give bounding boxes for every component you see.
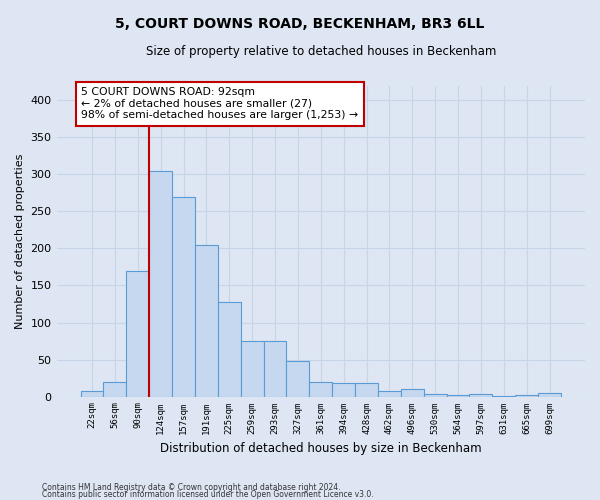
Bar [172, 196, 195, 396]
Bar [195, 245, 218, 396]
Bar [424, 394, 446, 396]
Bar [446, 395, 469, 396]
Title: Size of property relative to detached houses in Beckenham: Size of property relative to detached ho… [146, 45, 496, 58]
Bar [218, 302, 241, 396]
Bar [332, 383, 355, 396]
X-axis label: Distribution of detached houses by size in Beckenham: Distribution of detached houses by size … [160, 442, 482, 455]
Bar [401, 389, 424, 396]
Y-axis label: Number of detached properties: Number of detached properties [15, 154, 25, 328]
Bar [310, 382, 332, 396]
Text: 5 COURT DOWNS ROAD: 92sqm
← 2% of detached houses are smaller (27)
98% of semi-d: 5 COURT DOWNS ROAD: 92sqm ← 2% of detach… [81, 87, 358, 120]
Bar [355, 383, 378, 396]
Bar [515, 395, 538, 396]
Bar [127, 270, 149, 396]
Bar [263, 341, 286, 396]
Text: 5, COURT DOWNS ROAD, BECKENHAM, BR3 6LL: 5, COURT DOWNS ROAD, BECKENHAM, BR3 6LL [115, 18, 485, 32]
Bar [286, 361, 310, 396]
Bar [469, 394, 493, 396]
Bar [149, 170, 172, 396]
Bar [378, 392, 401, 396]
Text: Contains public sector information licensed under the Open Government Licence v3: Contains public sector information licen… [42, 490, 374, 499]
Text: Contains HM Land Registry data © Crown copyright and database right 2024.: Contains HM Land Registry data © Crown c… [42, 484, 341, 492]
Bar [241, 341, 263, 396]
Bar [80, 390, 103, 396]
Bar [538, 393, 561, 396]
Bar [103, 382, 127, 396]
